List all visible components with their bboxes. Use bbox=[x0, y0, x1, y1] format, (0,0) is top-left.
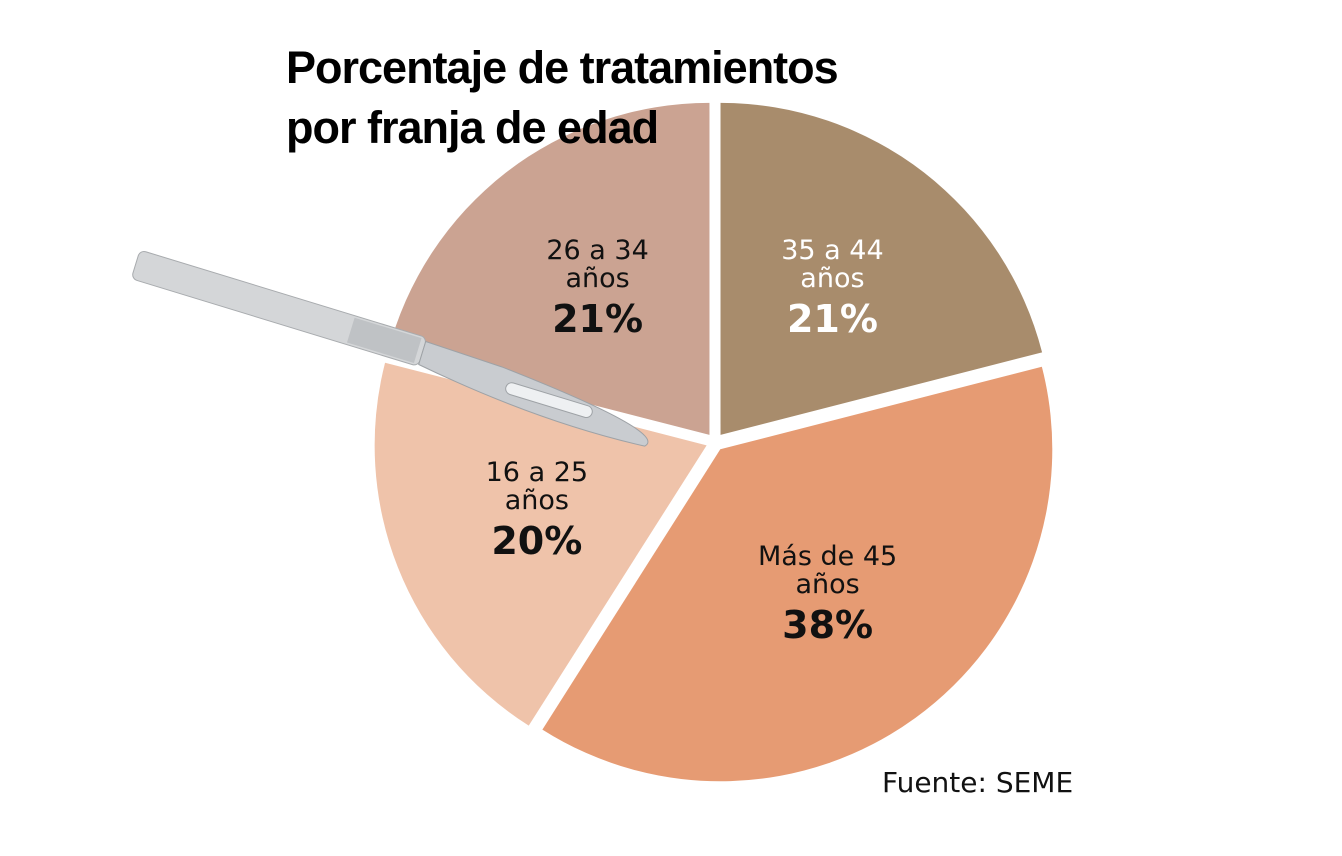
value-label: 38% bbox=[782, 603, 874, 647]
source: Fuente: SEME bbox=[882, 766, 1074, 799]
slice-label: 26 a 34 años 21% bbox=[513, 234, 683, 345]
category-label: 35 a 44 años bbox=[781, 234, 884, 294]
category-label: 16 a 25 años bbox=[485, 456, 589, 516]
slice-label: 35 a 44 años 21% bbox=[747, 234, 917, 345]
chart-title: Porcentaje de tratamientos por franja de… bbox=[286, 42, 839, 153]
pie-slice bbox=[374, 362, 707, 726]
pie-slice bbox=[387, 102, 710, 435]
pie-slice bbox=[720, 102, 1043, 435]
scalpel bbox=[132, 250, 649, 447]
slice-label: Más de 45 años 38% bbox=[743, 543, 913, 651]
pie-slice bbox=[542, 366, 1053, 782]
value-label: 20% bbox=[491, 518, 583, 563]
value-label: 21% bbox=[552, 296, 644, 341]
value-label: 21% bbox=[786, 296, 878, 341]
category-label: Más de 45 años bbox=[758, 541, 898, 600]
category-label: 26 a 34 años bbox=[546, 234, 649, 294]
slice-label: 16 a 25 años 20% bbox=[452, 456, 622, 567]
slices bbox=[374, 102, 1053, 782]
